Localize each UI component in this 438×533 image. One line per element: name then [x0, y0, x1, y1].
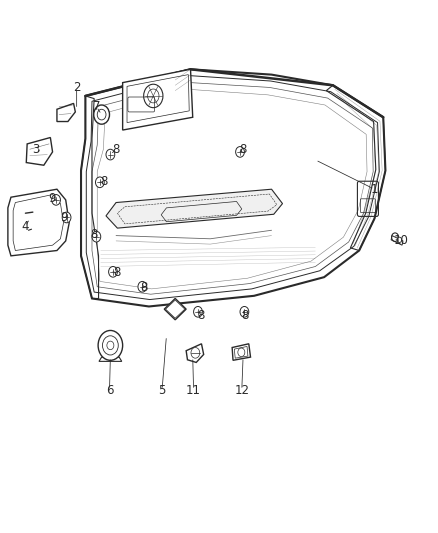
Polygon shape — [57, 103, 75, 122]
Polygon shape — [8, 189, 69, 256]
Polygon shape — [164, 298, 186, 320]
Circle shape — [95, 177, 104, 188]
Circle shape — [191, 348, 200, 358]
Text: 1: 1 — [371, 183, 378, 196]
Polygon shape — [232, 344, 251, 360]
Polygon shape — [123, 69, 193, 130]
Text: 8: 8 — [114, 266, 121, 279]
Text: 3: 3 — [32, 143, 39, 156]
Text: 8: 8 — [91, 228, 98, 241]
Circle shape — [106, 149, 115, 160]
Polygon shape — [186, 344, 204, 362]
Text: 6: 6 — [106, 384, 113, 397]
Circle shape — [240, 306, 249, 317]
Text: 9: 9 — [60, 211, 67, 224]
Circle shape — [138, 281, 147, 292]
Polygon shape — [106, 189, 283, 228]
Text: 10: 10 — [393, 235, 408, 247]
Text: 11: 11 — [186, 384, 201, 397]
Circle shape — [94, 105, 110, 124]
Circle shape — [102, 336, 118, 355]
Circle shape — [109, 266, 117, 277]
Text: 12: 12 — [234, 384, 249, 397]
Text: 8: 8 — [197, 309, 204, 322]
Circle shape — [98, 330, 123, 360]
Circle shape — [392, 233, 399, 241]
Circle shape — [62, 212, 71, 223]
Text: 2: 2 — [73, 82, 81, 94]
Polygon shape — [26, 138, 53, 165]
Polygon shape — [81, 69, 385, 306]
Circle shape — [194, 306, 202, 317]
Polygon shape — [99, 357, 122, 361]
Circle shape — [144, 84, 163, 108]
Text: 8: 8 — [101, 175, 108, 188]
Text: 4: 4 — [21, 220, 29, 233]
Circle shape — [92, 231, 101, 242]
Circle shape — [397, 237, 402, 243]
Text: 8: 8 — [140, 281, 147, 294]
Circle shape — [107, 341, 114, 350]
Circle shape — [52, 195, 60, 205]
Text: 8: 8 — [240, 143, 247, 156]
Text: 8: 8 — [242, 309, 249, 322]
Circle shape — [148, 89, 159, 103]
Circle shape — [238, 348, 245, 357]
Text: 7: 7 — [92, 100, 100, 113]
Text: 8: 8 — [113, 143, 120, 156]
Circle shape — [97, 109, 106, 120]
Text: 9: 9 — [48, 192, 56, 205]
Text: 5: 5 — [159, 384, 166, 397]
Circle shape — [236, 147, 244, 157]
Ellipse shape — [97, 116, 106, 120]
